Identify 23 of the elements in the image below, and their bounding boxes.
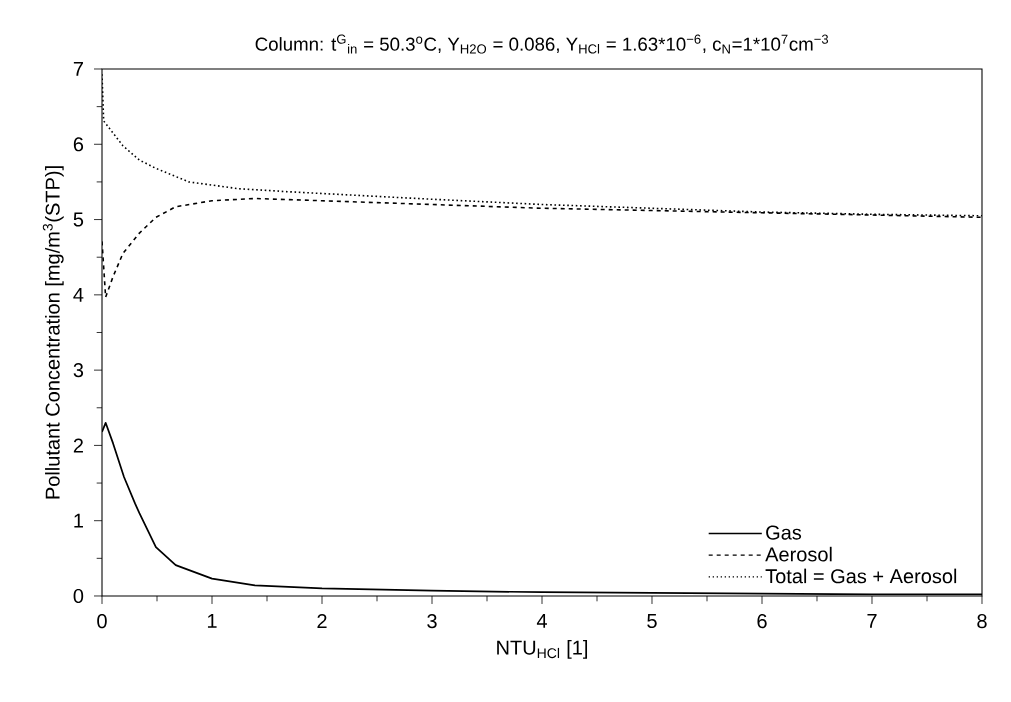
legend-label: Gas — [766, 525, 802, 540]
y-tick-label: 6 — [73, 137, 84, 152]
x-tick-label: 8 — [977, 614, 987, 629]
x-tick-label: 7 — [867, 614, 877, 628]
x-tick-label: 6 — [757, 614, 767, 629]
y-tick-label: 0 — [73, 588, 84, 604]
y-tick-label: 2 — [73, 438, 83, 453]
x-tick-label: 4 — [536, 614, 547, 628]
y-axis-title: Pollutant Concentration [mg/m$^{3}$(STP)] — [42, 166, 64, 499]
x-tick-label: 3 — [427, 614, 437, 629]
y-tick-label: 5 — [73, 212, 84, 227]
x-axis-title: NTU$_{HCl}$ [1] — [497, 640, 588, 659]
y-tick-label: 1 — [74, 513, 83, 528]
legend-label: Total = Gas + Aerosol — [765, 568, 957, 584]
y-tick-label: 4 — [73, 287, 84, 302]
x-tick-label: 5 — [647, 614, 657, 628]
y-tick-label: 3 — [73, 363, 84, 378]
x-tick-label: 1 — [207, 614, 217, 628]
x-tick-label: 0 — [97, 614, 107, 629]
y-tick-label: 7 — [73, 62, 83, 76]
legend-label: Aerosol — [765, 546, 832, 562]
chart-title: Column: t$^{G}$$_{in}$ = 50.3$^{o}$C, Y$_{H2O}$ = 0.086, Y$_{HCl}$ = 1.63*10$^{−6}$, c$_{N}$=1*10$^{7}$cm$^{−3}$ — [255, 34, 829, 54]
x-tick-label: 2 — [317, 614, 327, 628]
